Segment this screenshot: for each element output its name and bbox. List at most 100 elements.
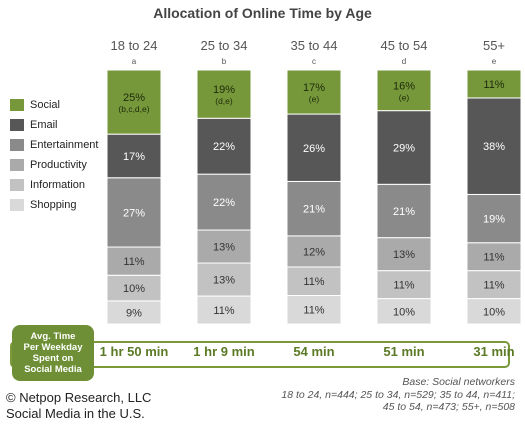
bar-segment-social bbox=[106, 69, 162, 135]
avg-time-value: 1 hr 50 min bbox=[99, 344, 169, 359]
data-label: 11% bbox=[213, 305, 234, 317]
bar-segment-email bbox=[106, 133, 162, 179]
bar-segment-shopping bbox=[286, 294, 342, 325]
bar-segment-information bbox=[106, 274, 162, 302]
bar-segment-social bbox=[286, 69, 342, 115]
stacked-bar-chart: 9% 10% 11% 27% 17% 25%(b,c,d,e) 11% 13% 13% 22% 22… bbox=[106, 69, 522, 325]
avg-time-label-line: Avg. Time bbox=[30, 331, 76, 342]
group-label: 25 to 34 bbox=[200, 38, 248, 53]
significance-label: (e) bbox=[309, 94, 320, 104]
bar-segment-productivity bbox=[466, 242, 522, 272]
avg-time-value: 54 min bbox=[293, 344, 335, 359]
data-label: 21% bbox=[393, 206, 415, 218]
legend-swatch bbox=[10, 139, 24, 151]
bar-segment-productivity bbox=[376, 237, 432, 272]
legend-swatch bbox=[10, 199, 24, 211]
avg-time-label: Avg. Time Per Weekday Spent on Social Me… bbox=[12, 325, 94, 381]
data-label: 13% bbox=[393, 249, 415, 261]
legend-swatch bbox=[10, 99, 24, 111]
bar-segment-social bbox=[376, 69, 432, 112]
data-label: 19% bbox=[213, 84, 235, 96]
legend-item: Email bbox=[10, 115, 98, 135]
avg-time-value: 51 min bbox=[383, 344, 425, 359]
chart-title: Allocation of Online Time by Age bbox=[153, 5, 372, 21]
bar-segment-information bbox=[376, 270, 432, 300]
bar-segment-shopping bbox=[466, 298, 522, 325]
group-label: 55+ bbox=[482, 38, 506, 53]
group-letter: d bbox=[401, 57, 407, 66]
legend-label: Shopping bbox=[30, 199, 77, 211]
data-label: 29% bbox=[393, 142, 415, 154]
group-letter: c bbox=[312, 57, 316, 66]
legend-label: Information bbox=[30, 179, 86, 191]
group-letter: e bbox=[491, 57, 497, 66]
bar-segment-entertainment bbox=[466, 193, 522, 244]
bar-segment-entertainment bbox=[286, 180, 342, 237]
avg-time-value: 31 min bbox=[473, 344, 515, 359]
legend-label: Social bbox=[30, 99, 60, 111]
group-label: 45 to 54 bbox=[380, 38, 428, 53]
data-label: 12% bbox=[303, 246, 325, 258]
data-label: 16% bbox=[393, 80, 415, 92]
bar-segment-email bbox=[376, 110, 432, 185]
avg-time-value: 1 hr 9 min bbox=[193, 344, 255, 359]
data-label: 10% bbox=[123, 283, 145, 295]
chart-legend: Social Email Entertainment Productivity Info… bbox=[10, 95, 98, 215]
avg-time-label-line: Spent on bbox=[32, 353, 74, 364]
bar-segment-productivity bbox=[106, 246, 162, 276]
group-letter: a bbox=[131, 57, 137, 66]
bar-segment-email bbox=[286, 113, 342, 182]
bar-segment-email bbox=[466, 97, 522, 195]
bar-segment-entertainment bbox=[106, 177, 162, 248]
legend-swatch bbox=[10, 119, 24, 131]
bar-segment-shopping bbox=[376, 298, 432, 325]
base-note: Base: Social networkers 18 to 24, n=444;… bbox=[245, 376, 515, 414]
data-label: 11% bbox=[123, 256, 144, 268]
avg-time-outline bbox=[10, 341, 510, 368]
data-label: 22% bbox=[213, 197, 235, 209]
legend-item: Social bbox=[10, 95, 98, 115]
group-label: 18 to 24 bbox=[110, 38, 158, 53]
bar-segment-information bbox=[196, 262, 252, 297]
data-label: 13% bbox=[213, 242, 235, 254]
credit-line: Social Media in the U.S. bbox=[6, 406, 145, 421]
credit-line: © Netpop Research, LLC bbox=[6, 390, 152, 405]
avg-time-panel: Avg. Time Per Weekday Spent on Social Me… bbox=[10, 325, 515, 383]
data-label: 22% bbox=[213, 141, 235, 153]
legend-swatch bbox=[10, 179, 24, 191]
data-label: 11% bbox=[483, 252, 504, 264]
bar-segment-information bbox=[286, 266, 342, 296]
data-label: 13% bbox=[213, 275, 235, 287]
data-label: 9% bbox=[126, 307, 142, 319]
legend-swatch bbox=[10, 159, 24, 171]
legend-label: Productivity bbox=[30, 159, 87, 171]
base-note-line: 18 to 24, n=444; 25 to 34, n=529; 35 to … bbox=[281, 388, 515, 401]
bar-segment-productivity bbox=[196, 229, 252, 264]
data-label: 10% bbox=[483, 306, 505, 318]
data-label: 10% bbox=[393, 306, 415, 318]
legend-item: Shopping bbox=[10, 195, 98, 215]
significance-label: (e) bbox=[399, 92, 410, 102]
bar-segment-entertainment bbox=[376, 183, 432, 239]
data-label: 11% bbox=[483, 280, 504, 292]
data-label: 27% bbox=[123, 207, 145, 219]
avg-time-label-line: Social Media bbox=[24, 364, 82, 375]
group-letter: b bbox=[221, 57, 227, 66]
data-label: 11% bbox=[303, 276, 324, 288]
data-label: 21% bbox=[303, 204, 325, 216]
significance-label: (b,c,d,e) bbox=[118, 104, 149, 114]
legend-item: Information bbox=[10, 175, 98, 195]
legend-item: Productivity bbox=[10, 155, 98, 175]
data-label: 19% bbox=[483, 214, 505, 226]
legend-label: Entertainment bbox=[30, 139, 99, 151]
legend-item: Entertainment bbox=[10, 135, 98, 155]
data-label: 11% bbox=[303, 305, 324, 317]
data-label: 11% bbox=[393, 280, 414, 292]
group-label: 35 to 44 bbox=[290, 38, 338, 53]
legend-label: Email bbox=[30, 119, 58, 131]
data-label: 26% bbox=[303, 143, 325, 155]
bar-segment-email bbox=[196, 117, 252, 175]
data-label: 11% bbox=[483, 79, 504, 91]
base-note-line: 45 to 54, n=473; 55+, n=508 bbox=[382, 401, 515, 413]
